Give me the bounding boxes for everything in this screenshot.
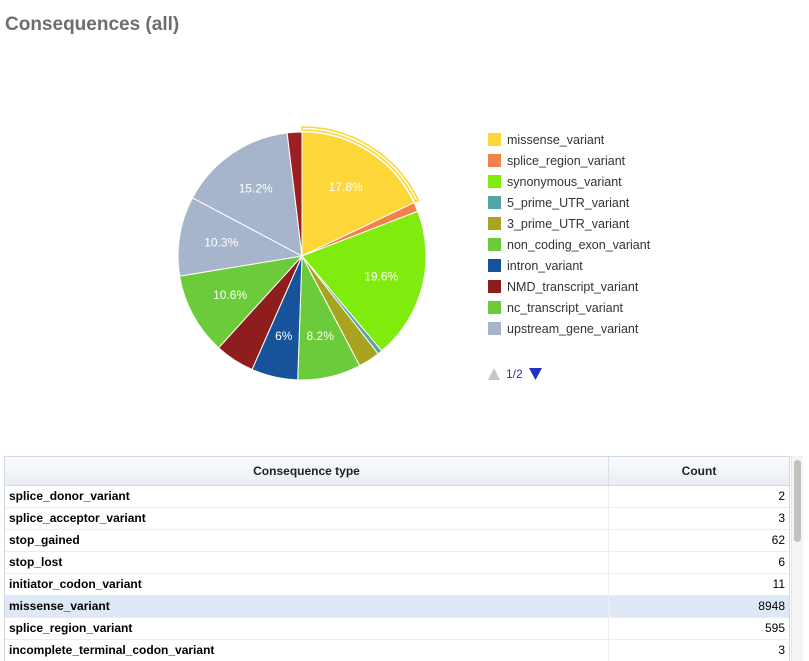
cell-count: 595 (764, 621, 785, 635)
page-title: Consequences (all) (5, 14, 180, 35)
cell-consequence-type: splice_acceptor_variant (5, 508, 609, 529)
table-row[interactable]: incomplete_terminal_codon_variant 3 (5, 640, 789, 661)
slice-label-intron-variant: 6% (275, 329, 293, 343)
cell-count: 3 (778, 643, 785, 657)
cell-count: 62 (771, 533, 785, 547)
legend-swatch (488, 301, 501, 314)
legend-label: 5_prime_UTR_variant (507, 196, 630, 210)
legend-swatch (488, 175, 501, 188)
legend-item-upstream-gene-variant[interactable]: upstream_gene_variant (488, 322, 639, 336)
table-row[interactable]: stop_lost 6 (5, 552, 789, 574)
legend-item-splice-region-variant[interactable]: splice_region_variant (488, 154, 626, 168)
legend-swatch (488, 322, 501, 335)
cell-consequence-type: stop_lost (5, 552, 609, 573)
pie-slice-missense-variant[interactable] (301, 131, 415, 257)
cell-consequence-type: missense_variant (5, 596, 609, 617)
legend-item-intron-variant[interactable]: intron_variant (488, 259, 583, 273)
cell-consequence-type: initiator_codon_variant (5, 574, 609, 595)
legend-prev-page-icon (488, 368, 500, 380)
legend-swatch (488, 238, 501, 251)
legend-swatch (488, 196, 501, 209)
cell-consequence-type: stop_gained (5, 530, 609, 551)
legend-item-non-coding-exon-variant[interactable]: non_coding_exon_variant (488, 238, 651, 252)
legend-next-page-icon[interactable] (529, 368, 542, 380)
legend-swatch (488, 154, 501, 167)
legend-label: 3_prime_UTR_variant (507, 217, 630, 231)
legend-item-nmd-transcript-variant[interactable]: NMD_transcript_variant (488, 280, 639, 294)
legend-label: splice_region_variant (507, 154, 626, 168)
legend-label: nc_transcript_variant (507, 301, 624, 315)
legend-label: non_coding_exon_variant (507, 238, 651, 252)
legend-label: upstream_gene_variant (507, 322, 639, 336)
pie-slice-nc-transcript-variant[interactable] (179, 255, 304, 349)
table-row[interactable]: splice_acceptor_variant 3 (5, 508, 789, 530)
legend-swatch (488, 259, 501, 272)
cell-consequence-type: incomplete_terminal_codon_variant (5, 640, 609, 661)
slice-label-synonymous-variant: 19.6% (364, 269, 398, 283)
slice-label-missense-variant: 17.8% (329, 180, 363, 194)
cell-consequence-type: splice_donor_variant (5, 486, 609, 507)
slice-label-upstream-gene-variant: 10.3% (204, 236, 238, 250)
legend-label: missense_variant (507, 133, 605, 147)
cell-count: 6 (778, 555, 785, 569)
pie-chart: 17.8% 19.6% 8.2% 6% 10.6% 10.3% 15.2% missense… (177, 126, 651, 381)
legend-item-3-prime-utr-variant[interactable]: 3_prime_UTR_variant (488, 217, 630, 231)
legend-label: intron_variant (507, 259, 583, 273)
pie-slice-synonymous-variant[interactable] (301, 210, 427, 352)
table-row[interactable]: splice_region_variant 595 (5, 618, 789, 640)
table-row[interactable]: stop_gained 62 (5, 530, 789, 552)
pie-slice-other[interactable] (286, 131, 303, 257)
legend-pager: 1/2 (488, 367, 542, 381)
legend-swatch (488, 280, 501, 293)
column-header-consequence-type[interactable]: Consequence type (5, 457, 609, 485)
table-row[interactable]: initiator_codon_variant 11 (5, 574, 789, 596)
column-header-count[interactable]: Count (681, 464, 717, 478)
legend-item-synonymous-variant[interactable]: synonymous_variant (488, 175, 622, 189)
consequence-table: Consequence type Count splice_donor_vari… (4, 456, 790, 661)
legend-label: NMD_transcript_variant (507, 280, 639, 294)
table-row[interactable]: missense_variant 8948 (5, 596, 789, 618)
pie-slices[interactable] (177, 126, 427, 381)
legend-label: synonymous_variant (507, 175, 622, 189)
cell-count: 2 (778, 489, 785, 503)
table-header: Consequence type Count (5, 457, 789, 486)
legend-swatch (488, 133, 501, 146)
slice-label-non-coding-exon-variant: 8.2% (307, 329, 335, 343)
pie-slice-downstream-gene-variant[interactable] (191, 132, 303, 257)
cell-consequence-type: splice_region_variant (5, 618, 609, 639)
cell-count: 3 (778, 511, 785, 525)
table-row[interactable]: splice_donor_variant 2 (5, 486, 789, 508)
legend-swatch (488, 217, 501, 230)
table-body: splice_donor_variant 2 splice_acceptor_var… (5, 486, 789, 661)
legend-page-indicator: 1/2 (506, 367, 523, 381)
chart-legend[interactable]: missense_variant splice_region_variantsyn… (488, 133, 651, 336)
pie-slice-upstream-gene-variant[interactable] (177, 197, 304, 277)
legend-item-5-prime-utr-variant[interactable]: 5_prime_UTR_variant (488, 196, 630, 210)
slice-label-downstream-gene-variant: 15.2% (239, 182, 273, 196)
legend-item-missense-variant[interactable]: missense_variant (488, 133, 605, 147)
slice-label-nc-transcript-variant: 10.6% (213, 288, 247, 302)
cell-count: 8948 (758, 599, 785, 613)
selected-slice-highlight (301, 126, 420, 203)
table-scrollbar[interactable] (791, 456, 803, 661)
pie-slice-labels: 17.8% 19.6% 8.2% 6% 10.6% 10.3% 15.2% (204, 180, 398, 343)
legend-item-nc-transcript-variant[interactable]: nc_transcript_variant (488, 301, 624, 315)
scrollbar-thumb[interactable] (794, 460, 801, 542)
cell-count: 11 (772, 577, 785, 591)
